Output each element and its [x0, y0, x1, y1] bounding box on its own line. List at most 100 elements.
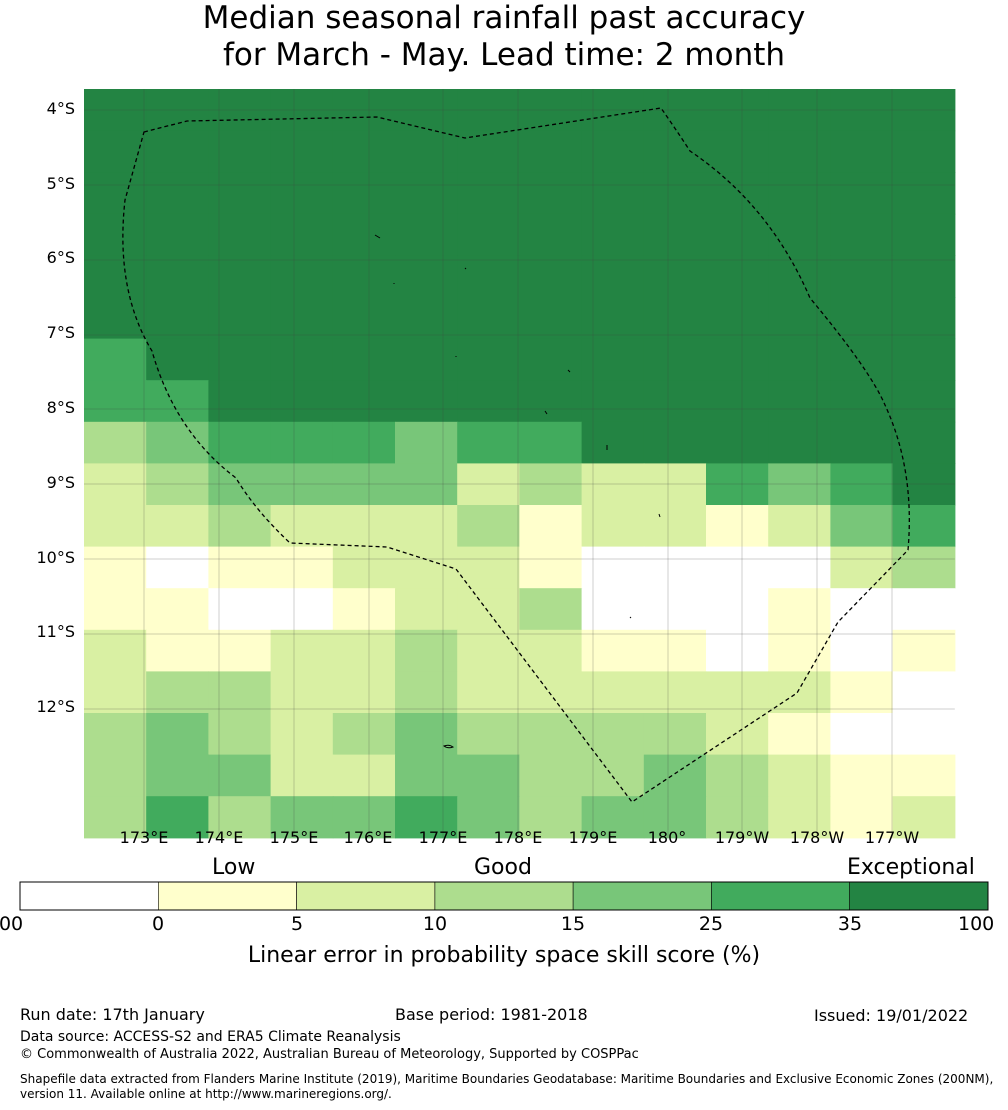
grid-cell — [706, 713, 769, 756]
colorbar-segment — [572, 881, 712, 911]
colorbar-tick: 10 — [422, 913, 448, 935]
grid-cell — [581, 255, 645, 298]
grid-cell — [643, 172, 707, 215]
shapefile-credit-line-1: Shapefile data extracted from Flanders M… — [20, 1072, 994, 1086]
grid-cell — [457, 796, 520, 839]
grid-cell — [332, 213, 396, 256]
grid-cell — [270, 713, 334, 756]
grid-cell — [830, 213, 894, 256]
grid-cell — [892, 172, 956, 215]
grid-cell — [581, 130, 645, 173]
colorbar-tick: 25 — [698, 913, 724, 935]
grid-cell — [830, 588, 894, 631]
grid-cell — [457, 297, 520, 340]
grid-cell — [270, 421, 334, 464]
grid-cell — [146, 213, 209, 256]
grid-cell — [830, 463, 894, 506]
grid-cell — [706, 130, 769, 173]
grid-cell — [643, 338, 707, 381]
grid-cell — [84, 130, 147, 173]
grid-cell — [457, 338, 520, 381]
grid-cell — [208, 463, 272, 506]
island — [442, 744, 455, 749]
grid-cell — [270, 255, 334, 298]
grid-cell — [332, 255, 396, 298]
grid-cell — [270, 130, 334, 173]
colorbar-title: Linear error in probability space skill … — [247, 943, 761, 968]
grid-cell — [643, 796, 707, 839]
skill-grid — [84, 89, 956, 839]
grid-cell — [146, 297, 209, 340]
grid-cell — [332, 754, 396, 797]
grid-cell — [768, 380, 831, 423]
colorbar-tick: 0 — [151, 913, 165, 935]
grid-cell — [643, 505, 707, 548]
grid-cell — [519, 338, 583, 381]
grid-cell — [768, 629, 831, 672]
grid-cell — [581, 505, 645, 548]
title-line-2: for March - May. Lead time: 2 month — [222, 37, 786, 73]
grid-cell — [457, 671, 520, 714]
grid-cell — [706, 588, 769, 631]
grid-cell — [519, 213, 583, 256]
grid-cell — [892, 505, 956, 548]
grid-cell — [643, 671, 707, 714]
lon-label: 180° — [647, 828, 687, 847]
grid-cell — [830, 421, 894, 464]
issued-date: Issued: 19/01/2022 — [814, 1006, 969, 1025]
grid-cell — [519, 505, 583, 548]
grid-cell — [395, 338, 458, 381]
lon-label: 178°W — [789, 828, 845, 847]
grid-cell — [270, 338, 334, 381]
grid-cell — [830, 505, 894, 548]
lat-label: 9°S — [46, 473, 75, 492]
grid-cell — [84, 505, 147, 548]
grid-cell — [395, 213, 458, 256]
run-date: Run date: 17th January — [20, 1005, 205, 1024]
grid-cell — [581, 671, 645, 714]
island — [544, 410, 548, 415]
grid-cell — [208, 546, 272, 589]
grid-cell — [84, 713, 147, 756]
grid-cell — [208, 588, 272, 631]
grid-cell — [706, 172, 769, 215]
grid-cell — [146, 172, 209, 215]
grid-cell — [84, 588, 147, 631]
grid-cell — [830, 130, 894, 173]
grid-cell — [146, 754, 209, 797]
island — [658, 513, 661, 518]
grid-cell — [706, 421, 769, 464]
grid-cell — [892, 255, 956, 298]
grid-cell — [208, 130, 272, 173]
grid-cell — [768, 297, 831, 340]
grid-cell — [457, 754, 520, 797]
grid-cell — [892, 463, 956, 506]
grid-cell — [208, 297, 272, 340]
base-period: Base period: 1981-2018 — [395, 1005, 588, 1024]
grid-cell — [457, 629, 520, 672]
grid-cell — [581, 588, 645, 631]
grid-cell — [643, 546, 707, 589]
grid-cell — [519, 172, 583, 215]
grid-cell — [519, 546, 583, 589]
grid-cell — [332, 629, 396, 672]
grid-cell — [706, 213, 769, 256]
grid-cell — [146, 380, 209, 423]
grid-cell — [395, 546, 458, 589]
grid-cell — [768, 546, 831, 589]
grid-cell — [208, 629, 272, 672]
grid-cell — [395, 380, 458, 423]
grid-cell — [146, 629, 209, 672]
grid-cell — [270, 505, 334, 548]
grid-cell — [768, 463, 831, 506]
category-exceptional: Exceptional — [847, 855, 975, 880]
data-source: Data source: ACCESS-S2 and ERA5 Climate … — [20, 1029, 401, 1045]
title-line-1: Median seasonal rainfall past accuracy — [202, 0, 806, 36]
grid-cell — [581, 338, 645, 381]
grid-cell — [84, 380, 147, 423]
grid-cell — [146, 546, 209, 589]
grid-cell — [146, 130, 209, 173]
grid-cell — [643, 463, 707, 506]
grid-cell — [332, 588, 396, 631]
